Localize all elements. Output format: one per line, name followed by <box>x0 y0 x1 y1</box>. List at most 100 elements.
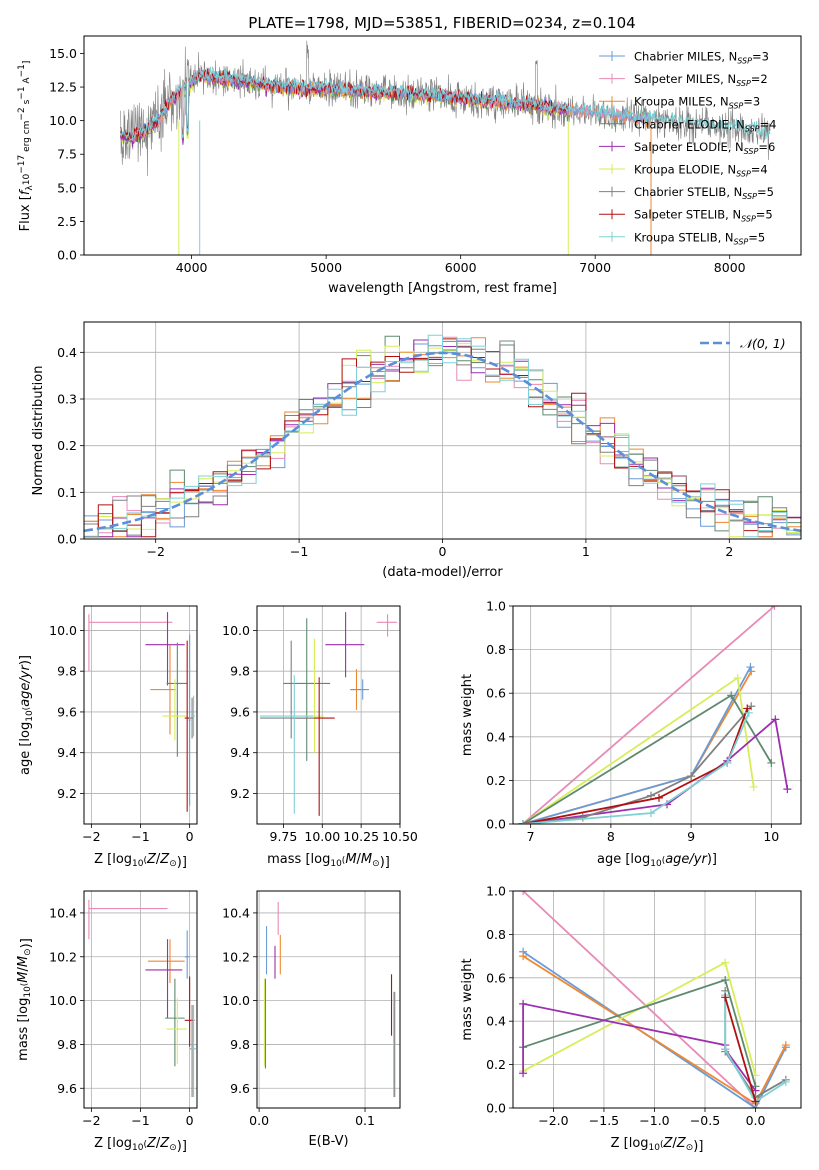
errorbar-chabrier_elodie <box>283 618 331 761</box>
x-tick-label: 4000 <box>176 260 208 275</box>
x-axis-label: (data-model)/error <box>382 565 503 580</box>
y-tick-label: 0.2 <box>486 773 506 788</box>
age_vs_mass-panel: 9.75 10.00 10.25 10.50 9.2 9.4 9.6 9.8 10.0 mass … <box>222 605 418 870</box>
legend-label-chabrier_stelib: Chabrier STELIB, NSSP=5 <box>634 185 774 201</box>
marker-kroupa_stelib <box>723 758 732 767</box>
y-tick-label: 10.2 <box>49 949 77 964</box>
errorbar-salpeter_stelib <box>292 677 335 816</box>
x-tick-label: 5000 <box>310 260 342 275</box>
x-tick-label: 8 <box>607 829 615 844</box>
age_vs_Z-errorbars <box>88 612 196 812</box>
y-tick-label: 9.8 <box>57 1037 77 1052</box>
age_vs_Z-panel: −2 −1 0 9.2 9.4 9.6 9.8 10.0 Z [log10(Z/Z⊙)] age … <box>18 605 198 870</box>
y-axis-label: Flux [fλ10−17 erg cm−2 s−1 A−1] <box>17 61 35 232</box>
errorbar-chabrier_miles <box>188 634 191 806</box>
marker-salpeter_stelib <box>721 993 730 1002</box>
line-kroupa_elodie <box>522 961 757 1076</box>
y-tick-label: 0.4 <box>486 1014 506 1029</box>
errorbar-chabrier_miles <box>350 679 369 700</box>
mass_vs_ebv-errorbars <box>263 901 396 1098</box>
x-tick-label: 0 <box>186 1113 194 1128</box>
legend: Chabrier MILES, NSSP=3 Salpeter MILES, NS… <box>599 50 776 246</box>
y-tick-label: 0.2 <box>486 1057 506 1072</box>
marker-kroupa_stelib <box>518 820 527 824</box>
legend-label-chabrier_elodie: Chabrier ELODIE, NSSP=4 <box>634 117 776 133</box>
y-tick-label: 0.8 <box>486 927 506 942</box>
histogram-series <box>84 334 801 538</box>
weight_vs_Z-lines <box>519 891 790 1108</box>
marker-kroupa_miles <box>781 1041 790 1050</box>
errorbar-salpeter_stelib <box>184 640 190 812</box>
x-tick-label: 9 <box>687 829 695 844</box>
series-salpeter_elodie <box>119 71 569 148</box>
marker-chabrier_miles <box>746 663 755 672</box>
legend-label-salpeter_stelib: Salpeter STELIB, NSSP=5 <box>634 208 773 224</box>
y-tick-label: 2.5 <box>57 214 77 229</box>
x-axis-label: Z [log10(Z/Z⊙)] <box>611 1136 704 1154</box>
y-tick-label: 0.6 <box>486 970 506 985</box>
x-tick-label: 7 <box>527 829 535 844</box>
marker-chabrier_elodie <box>727 691 736 700</box>
y-tick-label: 10.0 <box>49 993 77 1008</box>
y-tick-label: 9.8 <box>230 664 250 679</box>
errorbar-chabrier_stelib <box>189 697 194 739</box>
y-tick-label: 0.8 <box>486 642 506 657</box>
y-tick-label: 1.0 <box>486 884 506 899</box>
errorbar-salpeter_miles <box>88 614 173 672</box>
marker-kroupa_elodie <box>733 673 742 682</box>
errorbar-kroupa_elodie <box>162 679 188 741</box>
x-axis-label: Z [log10(Z/Z⊙)] <box>94 852 187 870</box>
x-axis-label: E(B-V) <box>308 1134 348 1149</box>
x-tick-label: −1 <box>131 829 149 844</box>
series-kroupa_stelib <box>120 66 771 141</box>
marker-chabrier_elodie <box>721 975 730 984</box>
errorbar-chabrier_elodie <box>166 642 188 757</box>
errorbar-kroupa_miles <box>150 644 176 735</box>
figure-title: PLATE=1798, MJD=53851, FIBERID=0234, z=0… <box>248 14 635 32</box>
y-tick-label: 9.2 <box>57 786 77 801</box>
x-tick-label: 0 <box>439 544 447 559</box>
y-tick-label: 9.4 <box>230 745 250 760</box>
x-tick-label: 0.1 <box>355 1113 375 1128</box>
mass_vs_Z-errorbars <box>88 899 197 1098</box>
line-salpeter_elodie <box>522 1002 757 1092</box>
y-tick-label: 1.0 <box>486 599 506 614</box>
marker-kroupa_stelib <box>744 708 753 717</box>
errorbar-kroupa_stelib <box>190 1004 197 1098</box>
errorbar-salpeter_elodie <box>325 612 365 678</box>
x-tick-label: 10 <box>763 829 779 844</box>
y-tick-label: 9.6 <box>57 1081 77 1096</box>
y-tick-label: 9.8 <box>230 1037 250 1052</box>
x-tick-label: 0.0 <box>249 1113 269 1128</box>
legend-label-chabrier_miles: Chabrier MILES, NSSP=3 <box>634 50 769 66</box>
y-tick-label: 9.4 <box>57 745 77 760</box>
marker-salpeter_elodie <box>783 785 792 794</box>
y-tick-label: 0.6 <box>486 686 506 701</box>
line-kroupa_stelib <box>724 995 787 1103</box>
y-tick-label: 0.4 <box>486 729 506 744</box>
x-tick-label: 2 <box>725 544 733 559</box>
x-tick-label: 0.0 <box>746 1113 766 1128</box>
x-tick-label: −2 <box>82 829 100 844</box>
axes-frame <box>83 605 198 825</box>
x-tick-label: −1 <box>290 544 308 559</box>
marker-salpeter_miles <box>770 606 779 610</box>
line-salpeter_stelib <box>724 997 757 1102</box>
marker-salpeter_stelib <box>743 704 752 713</box>
errorbar-salpeter_elodie <box>145 939 183 1019</box>
y-tick-label: 9.2 <box>230 786 250 801</box>
y-tick-label: 0.1 <box>57 485 77 500</box>
y-tick-label: 10.4 <box>49 905 77 920</box>
x-tick-label: 7000 <box>579 260 611 275</box>
errorbar-kroupa_stelib <box>192 695 196 737</box>
marker-chabrier_stelib <box>687 772 696 781</box>
y-tick-label: 10.0 <box>222 623 250 638</box>
y-tick-label: 0.0 <box>486 1101 506 1116</box>
x-axis-label: age [log10(age/yr)] <box>597 852 717 869</box>
y-tick-label: 15.0 <box>49 46 77 61</box>
marker-salpeter_stelib <box>751 1097 760 1106</box>
marker-salpeter_stelib <box>655 793 664 802</box>
x-axis-label: wavelength [Angstrom, rest frame] <box>328 281 557 296</box>
y-tick-label: 7.5 <box>57 147 77 162</box>
